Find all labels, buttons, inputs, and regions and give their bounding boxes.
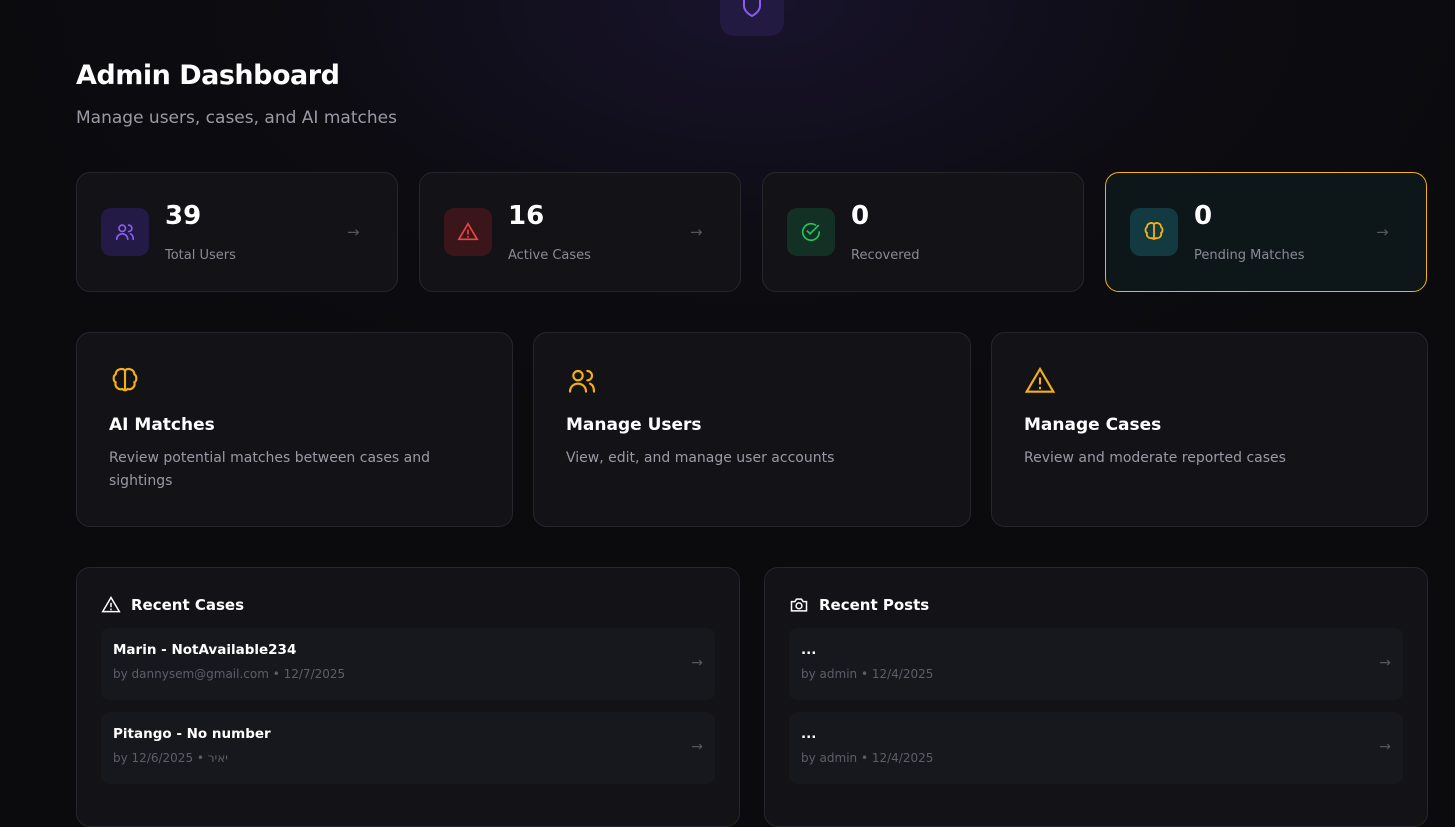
post-meta: by admin • 12/4/2025 (801, 667, 934, 681)
stat-value: 0 (851, 201, 870, 231)
stat-card-recovered[interactable]: 0 Recovered (762, 172, 1084, 292)
panel-title: Recent Cases (131, 596, 245, 614)
users-icon (568, 369, 596, 393)
stat-card-pending-matches[interactable]: 0 Pending Matches → (1105, 172, 1427, 292)
alert-triangle-icon (101, 596, 121, 613)
check-circle-icon (787, 208, 835, 256)
action-description: Review and moderate reported cases (1024, 450, 1286, 466)
stat-value: 16 (508, 201, 545, 231)
post-title: ... (801, 642, 817, 658)
arrow-right-icon: → (691, 655, 703, 671)
action-card-manage-cases[interactable]: Manage Cases Review and moderate reporte… (991, 332, 1428, 527)
recent-cases-panel: Recent Cases Marin - NotAvailable234 by d… (76, 567, 740, 827)
post-title: ... (801, 726, 817, 742)
action-card-manage-users[interactable]: Manage Users View, edit, and manage user… (533, 332, 971, 527)
stat-card-total-users[interactable]: 39 Total Users → (76, 172, 398, 292)
stat-value: 0 (1194, 201, 1213, 231)
arrow-right-icon: → (347, 223, 360, 241)
post-list-item[interactable]: ... by admin • 12/4/2025 → (789, 712, 1403, 784)
camera-icon (790, 598, 808, 612)
stat-label: Pending Matches (1194, 248, 1305, 263)
case-meta: by dannysem@gmail.com • 12/7/2025 (113, 667, 346, 681)
action-description: View, edit, and manage user accounts (566, 450, 835, 466)
recent-posts-panel: Recent Posts ... by admin • 12/4/2025 → ..… (764, 567, 1428, 827)
brain-icon (1130, 208, 1178, 256)
action-title: AI Matches (109, 415, 215, 435)
post-meta: by admin • 12/4/2025 (801, 751, 934, 765)
stat-label: Total Users (165, 248, 236, 263)
case-meta: by יאיר • 12/6/2025 (113, 751, 228, 765)
stat-label: Active Cases (508, 248, 591, 263)
post-list-item[interactable]: ... by admin • 12/4/2025 → (789, 628, 1403, 700)
action-title: Manage Cases (1024, 415, 1162, 435)
users-icon (101, 208, 149, 256)
alert-triangle-icon (444, 208, 492, 256)
stat-label: Recovered (851, 248, 920, 263)
panel-title: Recent Posts (819, 596, 930, 614)
arrow-right-icon: → (1379, 739, 1391, 755)
arrow-right-icon: → (1376, 223, 1389, 241)
alert-triangle-icon (1024, 366, 1056, 393)
page-title: Admin Dashboard (76, 60, 340, 91)
action-title: Manage Users (566, 415, 702, 435)
case-title: Pitango - No number (113, 726, 271, 742)
case-list-item[interactable]: Marin - NotAvailable234 by dannysem@gmail… (101, 628, 715, 700)
arrow-right-icon: → (1379, 655, 1391, 671)
brain-icon (112, 367, 138, 392)
action-description: Review potential matches between cases a… (109, 450, 431, 489)
page-subtitle: Manage users, cases, and AI matches (76, 108, 397, 128)
stat-card-active-cases[interactable]: 16 Active Cases → (419, 172, 741, 292)
case-list-item[interactable]: Pitango - No number by יאיר • 12/6/2025 → (101, 712, 715, 784)
logo-badge (720, 0, 784, 36)
shield-icon (743, 0, 761, 18)
action-card-ai-matches[interactable]: AI Matches Review potential matches betw… (76, 332, 513, 527)
arrow-right-icon: → (690, 223, 703, 241)
stat-value: 39 (165, 201, 202, 231)
case-title: Marin - NotAvailable234 (113, 642, 297, 658)
arrow-right-icon: → (691, 739, 703, 755)
